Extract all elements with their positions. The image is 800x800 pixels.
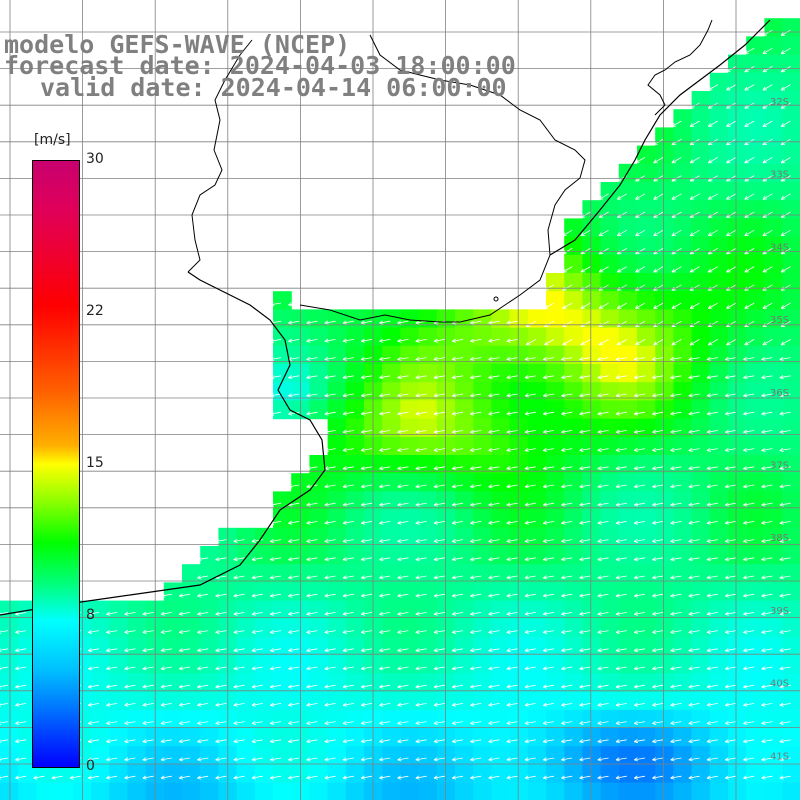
colorbar-label-15: 15	[86, 455, 104, 471]
lat-label-35S: 35S	[770, 315, 789, 326]
lat-label-32S: 32S	[770, 97, 789, 108]
coastline	[0, 19, 771, 616]
lat-label-39S: 39S	[770, 606, 789, 617]
lat-label-38S: 38S	[770, 533, 789, 544]
lat-label-34S: 34S	[770, 242, 789, 253]
colorbar-unit: [m/s]	[34, 132, 71, 148]
colorbar-label-22: 22	[86, 303, 104, 319]
forecast-date: forecast date: 2024-04-03 18:00:00	[4, 51, 516, 80]
colorbar	[32, 160, 80, 768]
latitude-labels: 32S 33S 34S 35S 36S 37S 38S 39S 40S 41S	[770, 97, 789, 762]
valid-date: valid date: 2024-04-14 06:00:00	[40, 73, 507, 102]
lat-label-40S: 40S	[770, 679, 789, 690]
map-title: modelo GEFS-WAVE (NCEP)	[4, 30, 351, 59]
colorbar-label-8: 8	[86, 607, 95, 623]
wind-speed-field	[0, 18, 800, 800]
colorbar-label-0: 0	[86, 758, 95, 774]
lat-label-41S: 41S	[770, 751, 789, 762]
lat-label-37S: 37S	[770, 461, 789, 472]
lat-label-36S: 36S	[770, 388, 789, 399]
colorbar-label-30: 30	[86, 151, 104, 167]
lat-label-33S: 33S	[770, 170, 789, 181]
